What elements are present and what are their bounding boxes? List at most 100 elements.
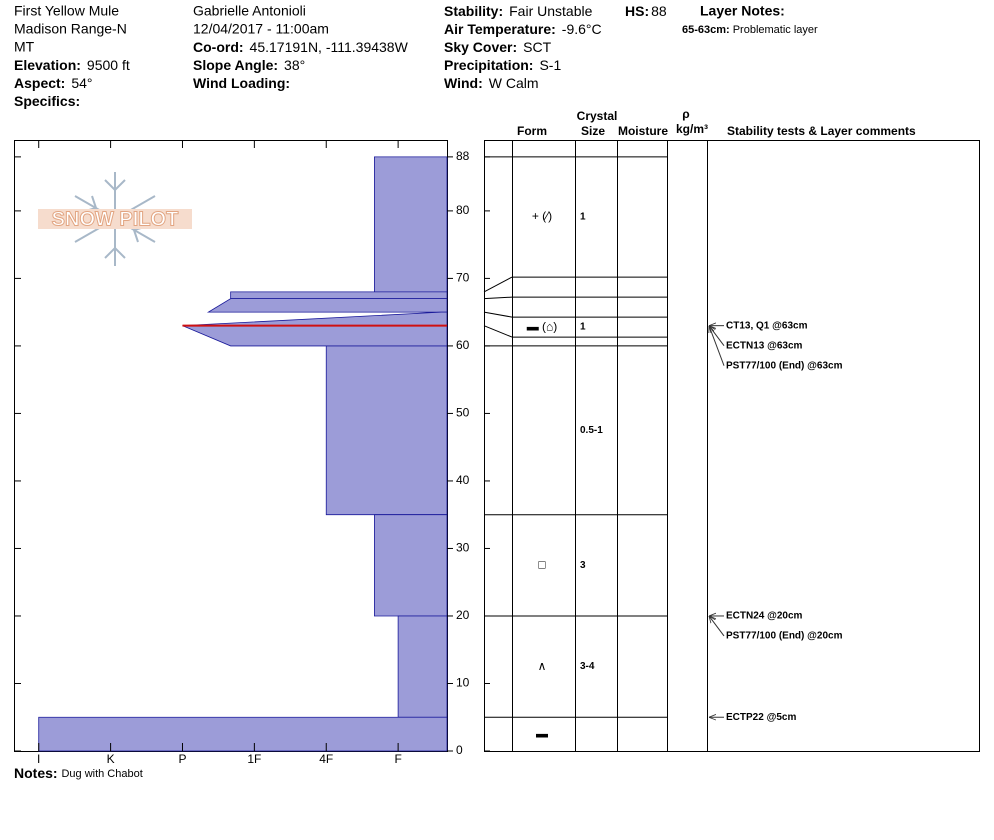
test-label: ECTN13 @63cm bbox=[726, 340, 803, 351]
test-label: ECTP22 @5cm bbox=[726, 712, 796, 723]
field-label: Slope Angle: bbox=[193, 57, 278, 73]
header: First Yellow Mule Madison Range-N MT Elevat… bbox=[14, 3, 818, 109]
column-header: Moisture bbox=[618, 124, 668, 138]
y-tick-label: 80 bbox=[456, 203, 470, 217]
y-tick-label: 40 bbox=[456, 473, 470, 487]
grain-form: ▬ (⌂) bbox=[527, 319, 558, 333]
header-field: Air Temperature: -9.6°C bbox=[444, 21, 602, 37]
y-tick-label: 50 bbox=[456, 406, 470, 420]
notes: Notes: Dug with Chabot bbox=[14, 765, 143, 781]
table-frame bbox=[484, 140, 980, 752]
profile-frame bbox=[14, 140, 448, 752]
field-label: Stability: bbox=[444, 3, 503, 19]
hardness-layer bbox=[397, 615, 448, 718]
grain-size: 1 bbox=[580, 212, 586, 223]
header-field: Precipitation: S-1 bbox=[444, 57, 561, 73]
hardness-layer bbox=[182, 325, 448, 347]
field-label: HS: bbox=[625, 3, 649, 19]
x-tick-label: K bbox=[107, 752, 115, 766]
header-field: Aspect: 54° bbox=[14, 75, 93, 91]
field-value: 45.17191N, -111.39438W bbox=[250, 39, 409, 55]
field-label: Specifics: bbox=[14, 93, 80, 109]
y-tick-label: 60 bbox=[456, 338, 470, 352]
grain-form: □ bbox=[538, 558, 545, 572]
hardness-layer bbox=[325, 345, 448, 516]
y-tick-label: 20 bbox=[456, 608, 470, 622]
field-label: Aspect: bbox=[14, 75, 65, 91]
x-tick-label: F bbox=[394, 752, 401, 766]
field-value: -9.6°C bbox=[562, 21, 602, 37]
hardness-layer bbox=[38, 716, 448, 752]
layer-note: 65-63cm: Problematic layer bbox=[682, 24, 818, 36]
test-arrow bbox=[709, 326, 725, 346]
layer-connector bbox=[483, 311, 513, 318]
field-label: Air Temperature: bbox=[444, 21, 556, 37]
test-arrow bbox=[709, 616, 725, 637]
field-value: 38° bbox=[284, 57, 305, 73]
grain-size: 1 bbox=[580, 322, 586, 333]
field-value: Fair Unstable bbox=[509, 3, 592, 19]
layer-connector bbox=[483, 296, 513, 300]
field-value: W Calm bbox=[489, 75, 539, 91]
column-header: Crystal bbox=[577, 109, 618, 123]
table-columns bbox=[512, 140, 708, 751]
column-header: Form bbox=[517, 124, 547, 138]
header-field: Wind Loading: bbox=[193, 75, 290, 91]
note-range: 65-63cm: bbox=[682, 24, 730, 36]
hardness-layer bbox=[230, 291, 448, 300]
header-field: Co-ord: 45.17191N, -111.39438W bbox=[193, 39, 409, 55]
header-text: First Yellow Mule bbox=[14, 3, 119, 19]
logo-text: SNOW PILOT bbox=[52, 208, 179, 230]
x-tick-label: P bbox=[178, 752, 186, 766]
logo: SNOW PILOT bbox=[38, 172, 192, 266]
notes-label: Notes: bbox=[14, 765, 58, 781]
header-field: Stability: Fair Unstable bbox=[444, 3, 593, 19]
field-value: 9500 ft bbox=[87, 57, 130, 73]
hs-field: HS: 88 bbox=[625, 3, 667, 19]
y-tick-label: 88 bbox=[456, 149, 470, 163]
field-value: S-1 bbox=[539, 57, 561, 73]
header-text: 12/04/2017 - 11:00am bbox=[193, 21, 329, 37]
grain-size: 3 bbox=[580, 560, 586, 571]
field-label: Elevation: bbox=[14, 57, 81, 73]
header-field: Sky Cover: SCT bbox=[444, 39, 552, 55]
y-tick-label: 30 bbox=[456, 541, 470, 555]
layer-connector bbox=[483, 325, 513, 338]
grain-form: + (⁄) bbox=[532, 209, 552, 223]
header-field: Slope Angle: 38° bbox=[193, 57, 305, 73]
header-text: Gabrielle Antonioli bbox=[193, 3, 306, 19]
test-label: PST77/100 (End) @20cm bbox=[726, 631, 843, 642]
field-value: 88 bbox=[651, 3, 667, 19]
column-header: Stability tests & Layer comments bbox=[727, 124, 916, 138]
x-tick-label: I bbox=[37, 752, 40, 766]
grain-form: ▬ bbox=[536, 726, 548, 740]
note-text: Problematic layer bbox=[733, 24, 818, 36]
column-header: Size bbox=[581, 124, 605, 138]
field-label: Co-ord: bbox=[193, 39, 244, 55]
y-tick-label: 70 bbox=[456, 271, 470, 285]
test-label: ECTN24 @20cm bbox=[726, 611, 803, 622]
field-label: Precipitation: bbox=[444, 57, 533, 73]
x-tick-label: 4F bbox=[319, 752, 333, 766]
hardness-layer bbox=[374, 514, 448, 617]
layer-connector bbox=[483, 276, 513, 293]
column-header: ρ bbox=[682, 107, 689, 121]
grain-form: ∧ bbox=[538, 659, 547, 673]
header-field: Elevation: 9500 ft bbox=[14, 57, 130, 73]
header-field: Specifics: bbox=[14, 93, 80, 109]
column-header: kg/m³ bbox=[676, 122, 708, 136]
test-label: CT13, Q1 @63cm bbox=[726, 320, 808, 331]
hardness-layer bbox=[206, 298, 448, 313]
field-label: Sky Cover: bbox=[444, 39, 517, 55]
y-tick-label: 0 bbox=[456, 743, 463, 757]
x-tick-label: 1F bbox=[247, 752, 261, 766]
hardness-layer bbox=[182, 311, 448, 327]
header-field: Wind: W Calm bbox=[444, 75, 539, 91]
grain-size: 3-4 bbox=[580, 661, 595, 672]
hardness-layer bbox=[374, 156, 448, 293]
field-value: 54° bbox=[71, 75, 92, 91]
y-tick-label: 10 bbox=[456, 676, 470, 690]
field-value: SCT bbox=[523, 39, 551, 55]
header-text: MT bbox=[14, 39, 35, 55]
